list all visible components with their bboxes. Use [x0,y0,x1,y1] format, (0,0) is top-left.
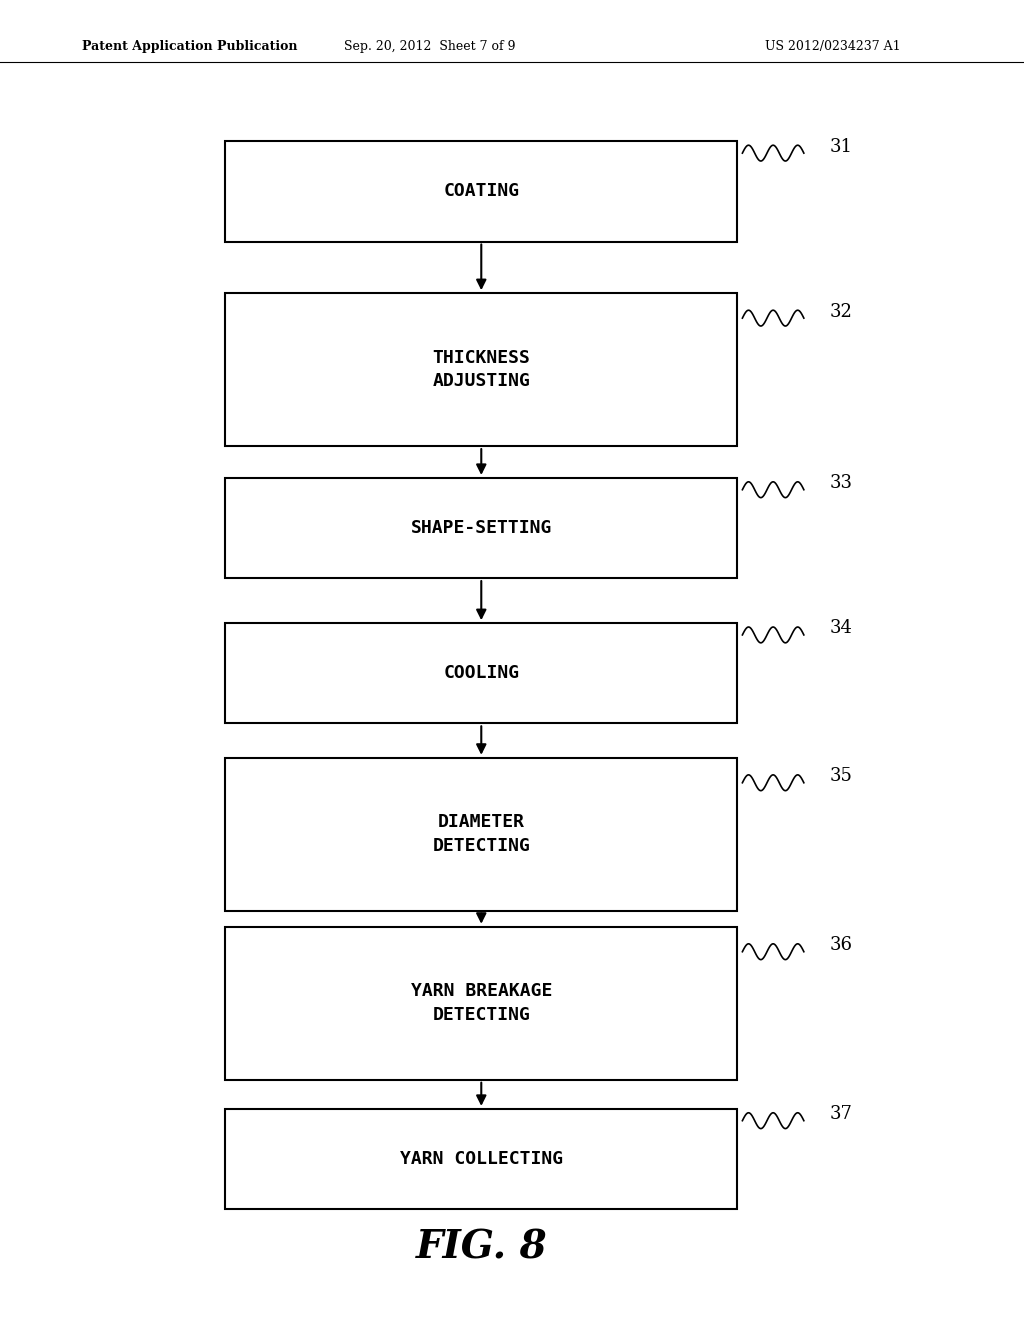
FancyBboxPatch shape [225,623,737,723]
Text: 35: 35 [829,767,852,785]
Text: 36: 36 [829,936,852,954]
Text: FIG. 8: FIG. 8 [416,1229,547,1266]
Text: Patent Application Publication: Patent Application Publication [82,40,297,53]
FancyBboxPatch shape [225,927,737,1080]
Text: 37: 37 [829,1105,852,1123]
Text: 31: 31 [829,137,852,156]
Text: DIAMETER
DETECTING: DIAMETER DETECTING [432,813,530,855]
Text: US 2012/0234237 A1: US 2012/0234237 A1 [766,40,901,53]
FancyBboxPatch shape [225,293,737,446]
Text: 33: 33 [829,474,852,492]
FancyBboxPatch shape [225,141,737,242]
Text: THICKNESS
ADJUSTING: THICKNESS ADJUSTING [432,348,530,391]
Text: 32: 32 [829,302,852,321]
FancyBboxPatch shape [225,478,737,578]
Text: YARN BREAKAGE
DETECTING: YARN BREAKAGE DETECTING [411,982,552,1024]
Text: 34: 34 [829,619,852,638]
Text: YARN COLLECTING: YARN COLLECTING [399,1150,563,1168]
Text: Sep. 20, 2012  Sheet 7 of 9: Sep. 20, 2012 Sheet 7 of 9 [344,40,516,53]
Text: COOLING: COOLING [443,664,519,682]
Text: COATING: COATING [443,182,519,201]
Text: SHAPE-SETTING: SHAPE-SETTING [411,519,552,537]
FancyBboxPatch shape [225,1109,737,1209]
FancyBboxPatch shape [225,758,737,911]
